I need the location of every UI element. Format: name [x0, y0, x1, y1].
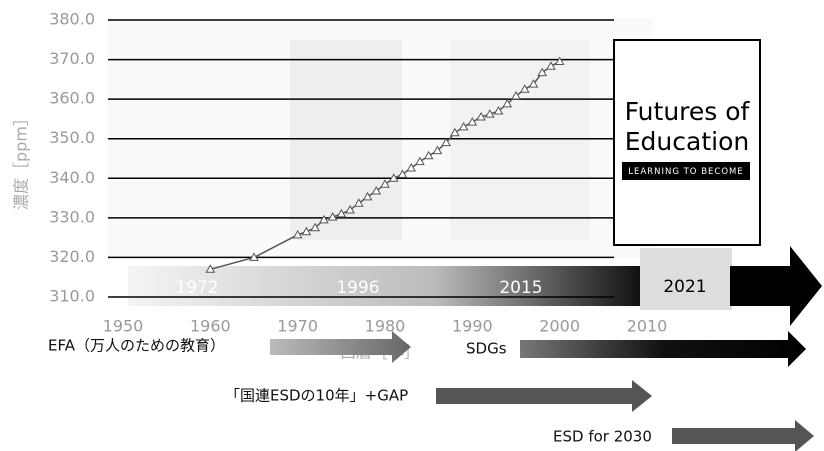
y-tick-label: 380.0	[49, 10, 95, 29]
slide: 1972 1996 2015 2021 310.0 320.0 330.0 340.0…	[0, 0, 824, 451]
timeline-year: 1972	[175, 278, 218, 298]
initiative-arrow	[436, 380, 652, 412]
initiative-label: 「国連ESDの10年」+GAP	[225, 387, 408, 405]
x-tick-label: 1960	[190, 317, 231, 336]
timeline-year: 2021	[663, 277, 706, 297]
x-tick-label: 2000	[539, 317, 580, 336]
timeline-arrow	[730, 246, 822, 326]
initiative-label: ESD for 2030	[553, 428, 652, 446]
background-cover	[450, 40, 590, 240]
initiative-arrow	[520, 331, 806, 367]
timeline-year: 2015	[499, 278, 542, 298]
x-tick-label: 1980	[365, 317, 406, 336]
x-tick-label: 1950	[103, 317, 144, 336]
initiative-label: SDGs	[466, 340, 507, 358]
y-tick-label: 310.0	[49, 287, 95, 306]
book-title: Futures of	[625, 97, 751, 126]
y-tick-label: 350.0	[49, 128, 95, 147]
initiative-arrow	[672, 420, 814, 451]
x-tick-label: 2010	[627, 317, 668, 336]
y-tick-label: 340.0	[49, 168, 95, 187]
initiative-label: EFA（万人のための教育）	[48, 337, 225, 355]
y-tick-label: 320.0	[49, 247, 95, 266]
y-tick-label: 360.0	[49, 89, 95, 108]
x-tick-label: 1970	[277, 317, 318, 336]
x-tick-label: 1990	[452, 317, 493, 336]
background-cover	[290, 40, 402, 240]
y-axis-label: 濃度［ppm］	[12, 110, 31, 210]
timeline-year: 1996	[336, 278, 379, 298]
book-subtitle: LEARNING TO BECOME	[628, 167, 743, 177]
y-tick-label: 370.0	[49, 49, 95, 68]
book-title: Education	[625, 127, 749, 156]
y-tick-label: 330.0	[49, 207, 95, 226]
